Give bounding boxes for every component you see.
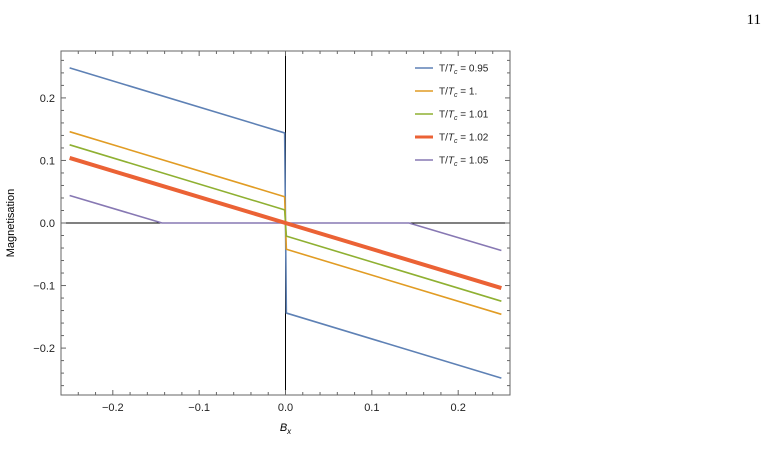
legend-label-suffix: = 1.02	[458, 133, 489, 144]
y-tick-label: 0.0	[40, 218, 55, 230]
x-axis-title-sub: x	[286, 427, 292, 436]
legend-label: T/Tc = 1.02	[439, 133, 489, 146]
x-tick-label: 0.0	[278, 402, 293, 414]
legend-label-sub: c	[454, 92, 458, 99]
legend-label-suffix: = 1.01	[458, 110, 489, 121]
legend-label-var: T	[448, 133, 455, 144]
x-axis-title: Bx	[280, 422, 292, 436]
x-tick-label: 0.2	[451, 402, 466, 414]
legend-label-var: T	[448, 110, 455, 121]
x-axis-title-main: B	[280, 422, 287, 434]
legend-label: T/Tc = 1.	[439, 87, 477, 100]
legend-label-sub: c	[454, 115, 458, 122]
legend-label: T/Tc = 1.01	[439, 110, 489, 123]
x-tick-label: 0.1	[364, 402, 379, 414]
legend-label-sub: c	[454, 69, 458, 76]
x-tick-label: −0.1	[188, 402, 210, 414]
x-tick-label: −0.2	[102, 402, 124, 414]
legend-label-prefix: T/	[439, 156, 448, 167]
legend-label-sub: c	[454, 138, 458, 145]
legend: T/Tc = 0.95T/Tc = 1.T/Tc = 1.01T/Tc = 1.…	[415, 64, 489, 169]
legend-label-prefix: T/	[439, 110, 448, 121]
y-tick-label: −0.1	[33, 281, 55, 293]
legend-label-sub: c	[454, 161, 458, 168]
y-tick-label: 0.1	[40, 155, 55, 167]
legend-label-var: T	[448, 87, 455, 98]
page-number: 11	[746, 12, 761, 28]
legend-label-suffix: = 1.05	[458, 156, 489, 167]
legend-label-prefix: T/	[439, 64, 448, 75]
y-tick-label: −0.2	[33, 343, 55, 355]
legend-label-prefix: T/	[439, 133, 448, 144]
series-group	[69, 67, 502, 379]
y-axis-title: Magnetisation	[5, 189, 17, 258]
y-tick-label: 0.2	[40, 93, 55, 105]
series-line	[69, 156, 502, 290]
legend-label-var: T	[448, 156, 455, 167]
legend-label: T/Tc = 1.05	[439, 156, 489, 169]
legend-label: T/Tc = 0.95	[439, 64, 489, 77]
axis-ticks	[60, 51, 511, 395]
legend-label-suffix: = 1.	[458, 87, 478, 98]
legend-label-var: T	[448, 64, 455, 75]
tick-labels: −0.2 −0.1 0.0 0.1 0.2 −0.2 −0.1 0.0 0.1 0.2	[33, 93, 466, 414]
legend-label-prefix: T/	[439, 87, 448, 98]
legend-label-suffix: = 0.95	[458, 64, 489, 75]
